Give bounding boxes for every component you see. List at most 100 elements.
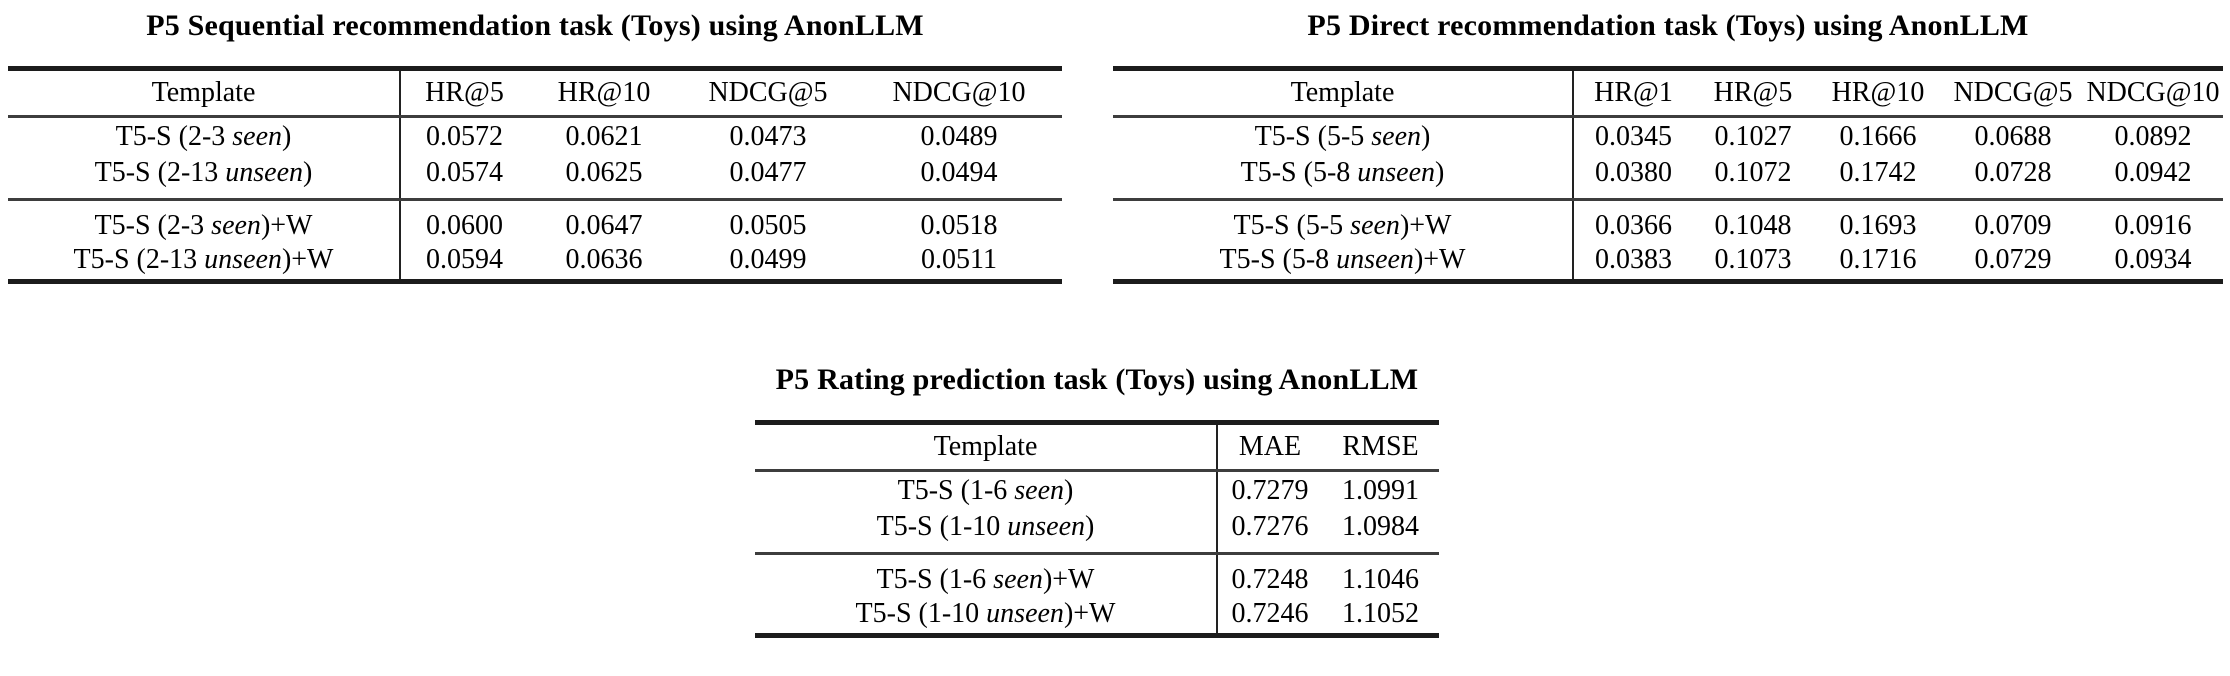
- metric-cell: 1.1046: [1342, 563, 1419, 595]
- metric-cell: 0.0729: [1974, 244, 2052, 276]
- template-text-pre: T5-S (1-10: [876, 510, 1008, 542]
- template-cell: T5-S (1-10 unseen)+W: [755, 595, 1218, 636]
- template-text-post: )+W: [1063, 598, 1116, 630]
- template-cell: T5-S (5-5 seen)+W: [1113, 199, 1574, 242]
- template-cell: T5-S (2-3 seen): [8, 116, 401, 157]
- metric-cell: 0.0505: [729, 209, 807, 241]
- template-text-italic: seen: [1371, 121, 1422, 153]
- template-text-post: ): [303, 156, 313, 188]
- template-cell: T5-S (5-5 seen): [1113, 116, 1574, 157]
- metric-cell: 0.0494: [920, 156, 998, 188]
- metric-cell: 0.0574: [426, 156, 503, 188]
- direct-table-block: P5 Direct recommendation task (Toys) usi…: [1113, 8, 2223, 284]
- metric-cell: 0.0518: [920, 209, 998, 241]
- metric-cell: 0.1072: [1714, 156, 1792, 188]
- rating-table-title: P5 Rating prediction task (Toys) using A…: [775, 363, 1419, 396]
- column-header-metric: HR@10: [1813, 68, 1943, 118]
- metric-cell: 0.7279: [1231, 475, 1309, 507]
- metric-cell: 0.0499: [729, 244, 807, 276]
- metric-cell: 0.0511: [921, 244, 997, 276]
- template-text-pre: T5-S (5-5: [1233, 209, 1351, 241]
- sequential-table-block: P5 Sequential recommendation task (Toys)…: [8, 8, 1062, 284]
- metric-cell: 0.1073: [1714, 244, 1792, 276]
- metric-cell: 0.1666: [1839, 121, 1917, 153]
- template-text-pre: T5-S (2-13: [94, 156, 226, 188]
- template-text-italic: unseen: [1007, 510, 1086, 542]
- table-row: T5-S (2-13 unseen)+W 0.0594 0.0636 0.049…: [8, 241, 1062, 282]
- metric-cell: 0.0892: [2114, 121, 2192, 153]
- column-header-metric: RMSE: [1322, 422, 1439, 472]
- template-text-pre: T5-S (2-3: [94, 209, 212, 241]
- table-row: T5-S (2-3 seen) 0.0572 0.0621 0.0473 0.0…: [8, 116, 1062, 157]
- template-text-italic: seen: [1350, 209, 1400, 241]
- template-text-pre: T5-S (2-3: [115, 121, 233, 153]
- column-header-metric: MAE: [1217, 422, 1322, 472]
- metric-cell: 1.1052: [1342, 598, 1419, 630]
- metric-cell: 0.1693: [1839, 209, 1917, 241]
- metric-cell: 0.0380: [1595, 156, 1672, 188]
- direct-table-title: P5 Direct recommendation task (Toys) usi…: [1307, 9, 2029, 42]
- rating-table: Template MAE RMSE T5-S (1-6 seen) 0.7279…: [755, 420, 1439, 638]
- table-row: T5-S (2-3 seen)+W 0.0600 0.0647 0.0505 0…: [8, 199, 1062, 242]
- column-header-metric: NDCG@10: [856, 68, 1062, 118]
- metric-cell: 0.0647: [565, 209, 643, 241]
- table-row: T5-S (5-5 seen) 0.0345 0.1027 0.1666 0.0…: [1113, 116, 2223, 157]
- table-row: T5-S (2-13 unseen) 0.0574 0.0625 0.0477 …: [8, 156, 1062, 199]
- template-cell: T5-S (1-6 seen)+W: [755, 553, 1218, 596]
- template-text-pre: T5-S (5-8: [1219, 244, 1337, 276]
- header-row: Template MAE RMSE: [755, 422, 1439, 472]
- column-header-metric: HR@5: [1693, 68, 1813, 118]
- template-text-post: )+W: [1413, 244, 1466, 276]
- column-header-metric: NDCG@5: [1943, 68, 2083, 118]
- metric-cell: 0.0709: [1974, 209, 2052, 241]
- template-cell: T5-S (2-13 unseen)+W: [8, 241, 401, 282]
- template-text-pre: T5-S (1-10: [855, 598, 987, 630]
- template-text-italic: seen: [232, 121, 283, 153]
- rating-table-block: P5 Rating prediction task (Toys) using A…: [755, 362, 1439, 638]
- metric-cell: 0.7276: [1231, 510, 1309, 542]
- metric-cell: 0.0942: [2114, 156, 2192, 188]
- metric-cell: 0.1048: [1714, 209, 1792, 241]
- sequential-table: Template HR@5 HR@10 NDCG@5 NDCG@10 T5-S …: [8, 66, 1062, 284]
- template-text-pre: T5-S (5-8: [1240, 156, 1358, 188]
- metric-cell: 0.0572: [426, 121, 503, 153]
- metric-cell: 0.0688: [1974, 121, 2052, 153]
- direct-table: Template HR@1 HR@5 HR@10 NDCG@5 NDCG@10 …: [1113, 66, 2223, 284]
- metric-cell: 0.0916: [2114, 209, 2192, 241]
- template-text-pre: T5-S (1-6: [876, 563, 994, 595]
- metric-cell: 0.0625: [565, 156, 643, 188]
- template-text-pre: T5-S (5-5: [1254, 121, 1372, 153]
- metric-cell: 0.1716: [1839, 244, 1917, 276]
- column-header-metric: HR@5: [400, 68, 528, 118]
- column-header-template: Template: [755, 422, 1218, 472]
- column-header-metric: NDCG@10: [2083, 68, 2223, 118]
- metric-cell: 0.1742: [1839, 156, 1917, 188]
- metric-cell: 1.0984: [1342, 510, 1419, 542]
- table-row: T5-S (1-6 seen) 0.7279 1.0991: [755, 470, 1439, 511]
- column-header-template: Template: [1113, 68, 1574, 118]
- metric-cell: 0.0477: [729, 156, 807, 188]
- template-cell: T5-S (1-6 seen): [755, 470, 1218, 511]
- template-text-pre: T5-S (2-13: [73, 244, 205, 276]
- metric-cell: 0.0728: [1974, 156, 2052, 188]
- template-text-pre: T5-S (1-6: [897, 475, 1015, 507]
- metric-cell: 0.0934: [2114, 244, 2192, 276]
- column-header-metric: HR@1: [1573, 68, 1693, 118]
- template-text-italic: seen: [993, 563, 1043, 595]
- template-text-post: ): [1421, 121, 1431, 153]
- template-text-post: ): [1085, 510, 1095, 542]
- template-text-italic: seen: [211, 209, 261, 241]
- template-cell: T5-S (2-13 unseen): [8, 156, 401, 199]
- metric-cell: 1.0991: [1342, 475, 1419, 507]
- table-row: T5-S (1-10 unseen) 0.7276 1.0984: [755, 510, 1439, 553]
- template-text-post: )+W: [260, 209, 313, 241]
- table-row: T5-S (1-6 seen)+W 0.7248 1.1046: [755, 553, 1439, 596]
- metric-cell: 0.0489: [920, 121, 998, 153]
- table-row: T5-S (1-10 unseen)+W 0.7246 1.1052: [755, 595, 1439, 636]
- template-text-italic: unseen: [1357, 156, 1436, 188]
- column-header-template: Template: [8, 68, 401, 118]
- sequential-table-title: P5 Sequential recommendation task (Toys)…: [146, 9, 924, 42]
- template-cell: T5-S (5-8 unseen)+W: [1113, 241, 1574, 282]
- template-cell: T5-S (5-8 unseen): [1113, 156, 1574, 199]
- template-text-post: ): [1064, 475, 1074, 507]
